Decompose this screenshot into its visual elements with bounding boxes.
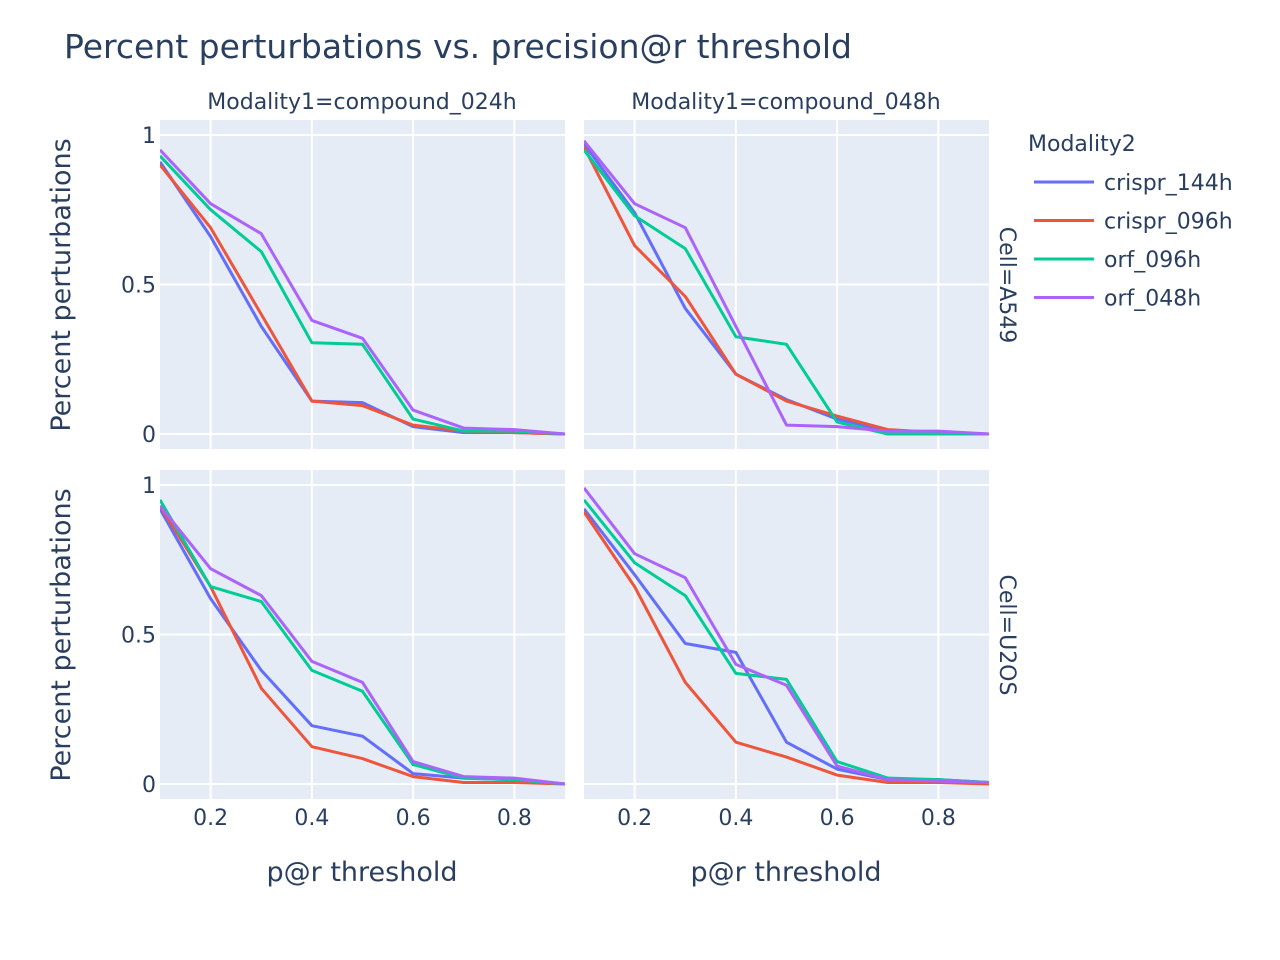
x-tick-label: 0.4 <box>718 806 753 831</box>
series-line-orf-048h <box>160 504 565 786</box>
legend-label: orf_096h <box>1104 248 1201 273</box>
column-header-compound-024h: Modality1=compound_024h <box>207 90 516 115</box>
y-tick-label: 0.5 <box>121 624 156 649</box>
x-axis-label-right: p@r threshold <box>691 857 882 888</box>
column-header-compound-048h: Modality1=compound_048h <box>631 90 940 115</box>
x-tick-label: 0.6 <box>396 806 431 831</box>
x-tick-label: 0.2 <box>617 806 652 831</box>
series-line-crispr-096h <box>584 511 989 786</box>
x-axis-label-left: p@r threshold <box>267 857 458 888</box>
y-tick-label: 0 <box>142 423 156 448</box>
legend: Modality2 crispr_144h crispr_096h orf_096ho… <box>1028 132 1233 312</box>
panel-0: 00.51 <box>121 120 565 449</box>
series-line-orf-048h <box>160 148 565 436</box>
panel-3: 0.2 0.4 0.6 0.8 <box>584 470 989 831</box>
series-line-orf-048h <box>584 139 989 436</box>
x-tick-label: 0.6 <box>820 806 855 831</box>
row-header-a549: Cell=A549 <box>994 227 1019 344</box>
series-line-orf-096h <box>160 154 565 436</box>
panel-2: 0 0.5 1 0.2 0.4 0.6 0.8 <box>121 470 565 831</box>
x-tick-label: 0.4 <box>294 806 329 831</box>
series-line-orf-048h <box>584 486 989 784</box>
panel-1 <box>584 120 989 449</box>
legend-item-crispr-144h[interactable]: crispr_144h <box>1034 171 1233 196</box>
legend-title: Modality2 <box>1028 132 1136 157</box>
y-tick-label: 0 <box>142 773 156 798</box>
y-tick-label: 0.5 <box>121 274 156 299</box>
x-tick-label: 0.8 <box>497 806 532 831</box>
legend-item-crispr-096h[interactable]: crispr_096h <box>1034 210 1233 235</box>
legend-item-orf-048h[interactable]: orf_048h <box>1034 287 1201 312</box>
y-axis-label-top: Percent perturbations <box>46 138 77 431</box>
row-header-u2os: Cell=U2OS <box>994 575 1019 696</box>
y-tick-label: 1 <box>142 474 156 499</box>
x-tick-label: 0.2 <box>193 806 228 831</box>
x-tick-label: 0.8 <box>921 806 956 831</box>
legend-label: crispr_096h <box>1104 210 1233 235</box>
series-line-crispr-096h <box>160 505 565 786</box>
series-line-orf-096h <box>584 148 989 436</box>
legend-item-orf-096h[interactable]: orf_096h <box>1034 248 1201 273</box>
legend-label: orf_048h <box>1104 287 1201 312</box>
y-tick-label: 1 <box>142 124 156 149</box>
chart-title: Percent perturbations vs. precision@r th… <box>64 27 852 66</box>
y-axis-label-bottom: Percent perturbations <box>46 488 77 781</box>
legend-label: crispr_144h <box>1104 171 1233 196</box>
